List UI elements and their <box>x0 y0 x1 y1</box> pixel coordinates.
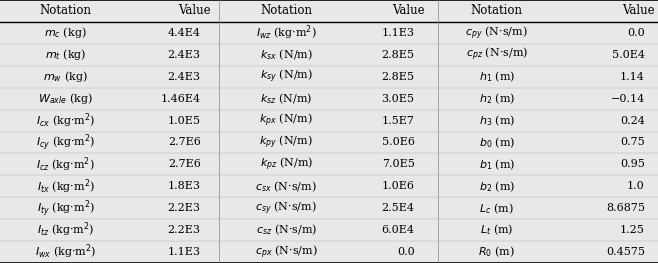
Text: 1.46E4: 1.46E4 <box>161 94 201 104</box>
Text: 2.8E5: 2.8E5 <box>382 72 415 82</box>
Text: Value: Value <box>178 4 211 17</box>
Text: 3.0E5: 3.0E5 <box>382 94 415 104</box>
Text: $k_{sz}$ (N/m): $k_{sz}$ (N/m) <box>260 91 313 106</box>
Text: 5.0E4: 5.0E4 <box>612 50 645 60</box>
Text: $I_{ty}$ (kg·m$^2$): $I_{ty}$ (kg·m$^2$) <box>37 198 95 219</box>
Text: 4.4E4: 4.4E4 <box>168 28 201 38</box>
Text: 2.7E6: 2.7E6 <box>168 138 201 148</box>
Text: Value: Value <box>622 4 655 17</box>
Text: $I_{cy}$ (kg·m$^2$): $I_{cy}$ (kg·m$^2$) <box>36 132 95 153</box>
Text: $k_{py}$ (N/m): $k_{py}$ (N/m) <box>259 134 313 151</box>
Text: $k_{sx}$ (N/m): $k_{sx}$ (N/m) <box>260 48 313 62</box>
Text: $b_2$ (m): $b_2$ (m) <box>478 179 515 194</box>
Text: 2.4E3: 2.4E3 <box>168 50 201 60</box>
Text: $b_1$ (m): $b_1$ (m) <box>478 157 515 172</box>
Text: 8.6875: 8.6875 <box>606 203 645 213</box>
Text: $R_0$ (m): $R_0$ (m) <box>478 245 515 259</box>
Text: 7.0E5: 7.0E5 <box>382 159 415 169</box>
Text: $m_w$ (kg): $m_w$ (kg) <box>43 69 88 84</box>
Text: $k_{px}$ (N/m): $k_{px}$ (N/m) <box>259 112 313 129</box>
Text: 1.0E5: 1.0E5 <box>168 115 201 125</box>
Text: $c_{sx}$ (N·s/m): $c_{sx}$ (N·s/m) <box>255 179 317 194</box>
Text: 1.0: 1.0 <box>627 181 645 191</box>
Text: $I_{wz}$ (kg·m$^2$): $I_{wz}$ (kg·m$^2$) <box>256 24 316 42</box>
Text: $c_{pz}$ (N·s/m): $c_{pz}$ (N·s/m) <box>466 46 528 63</box>
Text: 0.75: 0.75 <box>620 138 645 148</box>
Text: 1.14: 1.14 <box>620 72 645 82</box>
Text: 1.0E6: 1.0E6 <box>382 181 415 191</box>
Text: Notation: Notation <box>39 4 92 17</box>
Text: $L_c$ (m): $L_c$ (m) <box>480 201 514 215</box>
Text: $c_{py}$ (N·s/m): $c_{py}$ (N·s/m) <box>465 24 528 42</box>
Text: 1.1E3: 1.1E3 <box>382 28 415 38</box>
Text: 2.2E3: 2.2E3 <box>168 203 201 213</box>
Text: 0.24: 0.24 <box>620 115 645 125</box>
Text: $m_c$ (kg): $m_c$ (kg) <box>45 25 87 41</box>
Text: $I_{tx}$ (kg·m$^2$): $I_{tx}$ (kg·m$^2$) <box>37 177 95 196</box>
Text: 0.0: 0.0 <box>397 247 415 257</box>
Text: $k_{pz}$ (N/m): $k_{pz}$ (N/m) <box>260 156 313 173</box>
Text: $h_2$ (m): $h_2$ (m) <box>478 91 515 106</box>
Text: $I_{cx}$ (kg·m$^2$): $I_{cx}$ (kg·m$^2$) <box>36 111 95 130</box>
Text: 1.8E3: 1.8E3 <box>168 181 201 191</box>
Text: $c_{sy}$ (N·s/m): $c_{sy}$ (N·s/m) <box>255 200 317 217</box>
Text: 0.0: 0.0 <box>627 28 645 38</box>
Text: $m_t$ (kg): $m_t$ (kg) <box>45 47 87 62</box>
Text: $c_{px}$ (N·s/m): $c_{px}$ (N·s/m) <box>255 243 318 261</box>
Text: 2.2E3: 2.2E3 <box>168 225 201 235</box>
Text: $I_{tz}$ (kg·m$^2$): $I_{tz}$ (kg·m$^2$) <box>37 221 95 239</box>
Text: Notation: Notation <box>470 4 523 17</box>
Text: 6.0E4: 6.0E4 <box>382 225 415 235</box>
Text: −0.14: −0.14 <box>611 94 645 104</box>
Text: $b_0$ (m): $b_0$ (m) <box>478 135 515 150</box>
Text: 2.7E6: 2.7E6 <box>168 159 201 169</box>
Text: 2.4E3: 2.4E3 <box>168 72 201 82</box>
Text: 1.5E7: 1.5E7 <box>382 115 415 125</box>
Text: $L_t$ (m): $L_t$ (m) <box>480 223 513 237</box>
Text: Value: Value <box>392 4 424 17</box>
Text: Notation: Notation <box>260 4 313 17</box>
Text: 1.1E3: 1.1E3 <box>168 247 201 257</box>
Text: $W_{axle}$ (kg): $W_{axle}$ (kg) <box>38 91 93 106</box>
Text: $h_1$ (m): $h_1$ (m) <box>478 69 515 84</box>
Text: 0.4575: 0.4575 <box>606 247 645 257</box>
Text: 1.25: 1.25 <box>620 225 645 235</box>
Text: 0.95: 0.95 <box>620 159 645 169</box>
Text: 5.0E6: 5.0E6 <box>382 138 415 148</box>
Text: 2.8E5: 2.8E5 <box>382 50 415 60</box>
Text: $h_3$ (m): $h_3$ (m) <box>478 113 515 128</box>
Text: $I_{cz}$ (kg·m$^2$): $I_{cz}$ (kg·m$^2$) <box>36 155 95 174</box>
Text: $I_{wx}$ (kg·m$^2$): $I_{wx}$ (kg·m$^2$) <box>35 243 97 261</box>
Text: 2.5E4: 2.5E4 <box>382 203 415 213</box>
Text: $c_{sz}$ (N·s/m): $c_{sz}$ (N·s/m) <box>255 223 317 237</box>
Text: $k_{sy}$ (N/m): $k_{sy}$ (N/m) <box>260 68 313 85</box>
